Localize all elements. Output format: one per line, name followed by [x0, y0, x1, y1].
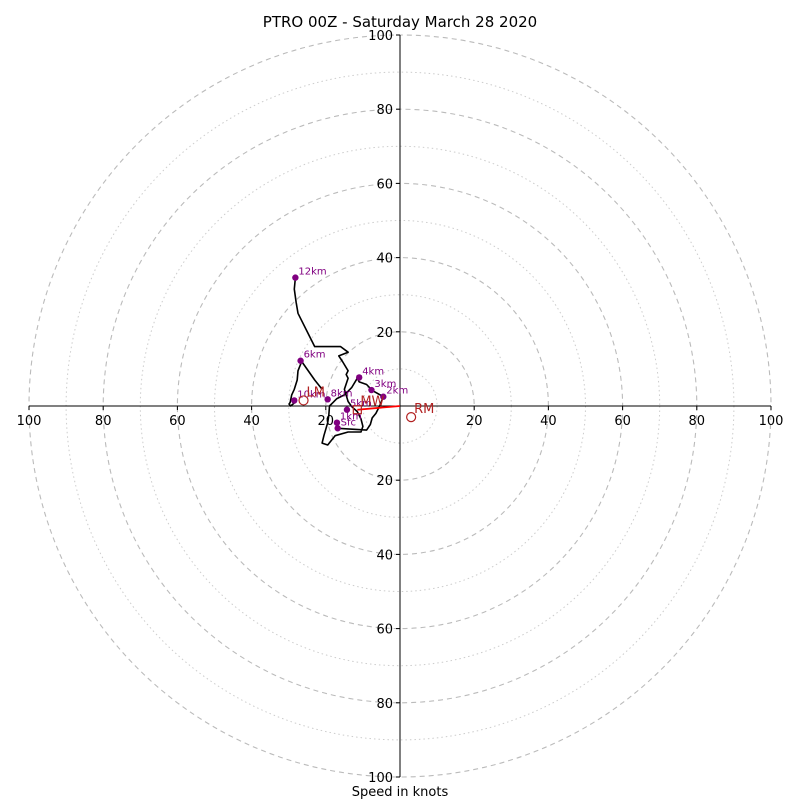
- height-marker-2km: [380, 393, 387, 400]
- storm-marker-lm: [298, 395, 309, 406]
- y-tick-label: 20: [376, 474, 393, 489]
- hodograph-trace-branch: [288, 360, 323, 407]
- y-tick-label: 20: [376, 326, 393, 341]
- y-tick-label: 80: [376, 103, 393, 118]
- shear-vector: [357, 405, 401, 411]
- height-marker-8km: [324, 396, 331, 403]
- height-marker-label: 8km: [331, 388, 353, 399]
- storm-marker-rm: [406, 412, 417, 423]
- height-marker-label: 3km: [374, 379, 396, 390]
- x-tick-label: 40: [540, 414, 557, 429]
- height-marker-label: Sfc: [341, 417, 356, 428]
- height-marker-3km: [368, 386, 375, 394]
- y-tick-label: 40: [376, 252, 393, 267]
- x-tick-label: 80: [95, 414, 112, 429]
- storm-marker-mw: [352, 405, 362, 415]
- x-tick-label: 60: [169, 414, 186, 429]
- x-axis-label: Speed in knots: [352, 785, 449, 800]
- y-tick-label: 100: [368, 771, 393, 786]
- height-marker-label: 10km: [297, 389, 325, 400]
- y-tick-label: 60: [376, 623, 393, 638]
- storm-motion-markers: RM MW LM: [298, 385, 434, 423]
- height-marker-1km: [333, 419, 341, 426]
- x-tick-label: 60: [614, 414, 631, 429]
- storm-marker-label: RM: [414, 402, 434, 417]
- hodograph-trace: [293, 277, 385, 446]
- height-marker-12km: [292, 274, 299, 281]
- height-marker-label: 6km: [304, 350, 326, 361]
- height-marker-label: 4km: [362, 366, 384, 377]
- y-tick-label: 40: [376, 548, 393, 563]
- x-tick-label: 20: [466, 414, 483, 429]
- x-tick-label: 20: [318, 414, 335, 429]
- x-tick-label: 40: [243, 414, 260, 429]
- height-marker-label: 5km: [350, 399, 372, 410]
- chart-title: PTRO 00Z - Saturday March 28 2020: [263, 13, 537, 31]
- tick-labels: 100 80 60 40 20 20 40 60 80 100 100 80 60 40 20 20 40 60 8…: [17, 29, 784, 786]
- height-marker-10km: [291, 397, 298, 404]
- height-marker-sfc: [334, 425, 341, 432]
- x-tick-label: 80: [689, 414, 706, 429]
- height-marker-6km: [297, 357, 304, 364]
- height-marker-label: 2km: [386, 386, 408, 397]
- height-marker-label: 12km: [298, 267, 326, 278]
- height-marker-5km: [343, 406, 351, 413]
- y-tick-label: 100: [368, 29, 393, 44]
- x-tick-label: 100: [759, 414, 784, 429]
- y-tick-label: 60: [376, 177, 393, 192]
- y-tick-label: 80: [376, 697, 393, 712]
- storm-marker-label: LM: [307, 385, 325, 400]
- height-marker-label: 1km: [340, 412, 362, 423]
- x-tick-label: 100: [17, 414, 42, 429]
- height-marker-4km: [355, 374, 363, 381]
- storm-marker-label: MW: [360, 395, 384, 410]
